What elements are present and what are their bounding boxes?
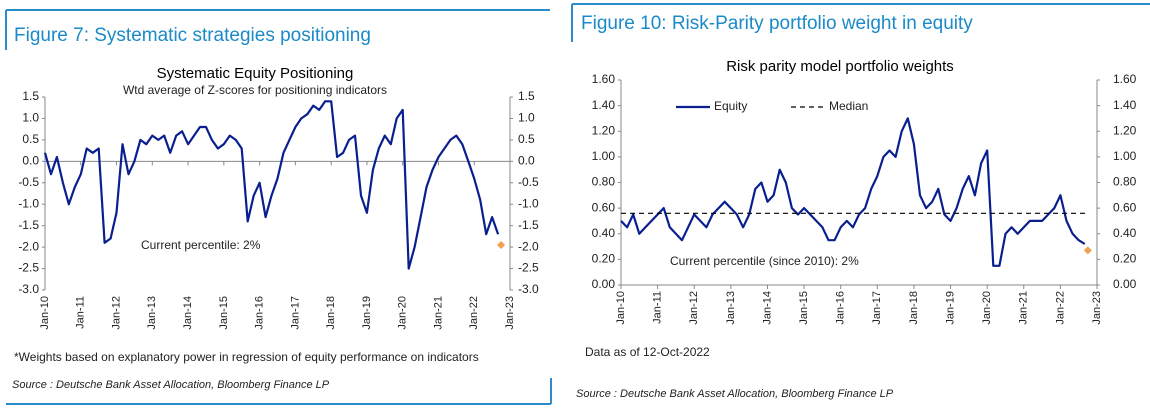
series-line bbox=[620, 117, 1086, 267]
x-tick-label: Jan-12 bbox=[110, 296, 122, 330]
y2-tick-label: -3.0 bbox=[518, 282, 539, 296]
x-tick-label: Jan-21 bbox=[1018, 291, 1030, 325]
y-tick-label: 0.20 bbox=[592, 252, 616, 266]
y2-tick-label: 0.80 bbox=[1113, 175, 1137, 189]
y2-tick-label: 0.60 bbox=[1113, 200, 1137, 214]
y-tick-label: 1.60 bbox=[592, 72, 616, 86]
x-tick-label: Jan-18 bbox=[325, 296, 337, 330]
x-tick-label: Jan-19 bbox=[944, 291, 956, 325]
x-tick-label: Jan-23 bbox=[504, 296, 516, 330]
x-tick-label: Jan-18 bbox=[908, 291, 920, 325]
series-line bbox=[43, 100, 500, 270]
x-tick-label: Jan-21 bbox=[432, 296, 444, 330]
y-tick-label: -3.0 bbox=[18, 282, 39, 296]
legend-label: Equity bbox=[714, 99, 747, 113]
x-tick-label: Jan-14 bbox=[761, 291, 773, 325]
x-tick-label: Jan-12 bbox=[688, 291, 700, 325]
annotation: Current percentile: 2% bbox=[141, 238, 261, 252]
x-tick-label: Jan-15 bbox=[218, 296, 230, 330]
current-marker bbox=[1083, 246, 1092, 255]
y-tick-label: -0.5 bbox=[18, 175, 39, 189]
x-tick-label: Jan-16 bbox=[835, 291, 847, 325]
x-tick-label: Jan-17 bbox=[289, 296, 301, 330]
y2-tick-label: -0.5 bbox=[518, 175, 539, 189]
y2-tick-label: -1.5 bbox=[518, 218, 539, 232]
x-tick-label: Jan-22 bbox=[1054, 291, 1066, 325]
x-tick-label: Jan-17 bbox=[871, 291, 883, 325]
figure-header: Figure 10: Risk-Parity portfolio weight … bbox=[581, 13, 973, 34]
x-tick-label: Jan-20 bbox=[397, 296, 409, 330]
y2-tick-label: -2.0 bbox=[518, 239, 539, 253]
note: *Weights based on explanatory power in r… bbox=[14, 350, 479, 364]
y-tick-label: 0.60 bbox=[592, 200, 616, 214]
source: Source : Deutsche Bank Asset Allocation,… bbox=[12, 379, 330, 391]
y-tick-label: 1.5 bbox=[22, 89, 39, 103]
source: Source : Deutsche Bank Asset Allocation,… bbox=[576, 388, 894, 400]
chart-title: Systematic Equity Positioning bbox=[157, 65, 354, 82]
frame bbox=[5, 3, 1150, 405]
figure-header: Figure 7: Systematic strategies position… bbox=[14, 25, 371, 46]
y2-tick-label: -2.5 bbox=[518, 261, 539, 275]
y-tick-label: -1.0 bbox=[18, 196, 39, 210]
x-tick-label: Jan-11 bbox=[75, 296, 87, 329]
chart-title: Risk parity model portfolio weights bbox=[726, 58, 954, 75]
y2-tick-label: 0.0 bbox=[518, 154, 535, 168]
x-tick-label: Jan-13 bbox=[146, 296, 158, 330]
x-tick-label: Jan-11 bbox=[652, 291, 664, 324]
current-marker bbox=[497, 240, 506, 249]
y2-tick-label: 0.5 bbox=[518, 132, 535, 146]
y-tick-label: -1.5 bbox=[18, 218, 39, 232]
x-tick-label: Jan-23 bbox=[1091, 291, 1103, 325]
x-tick-label: Jan-19 bbox=[361, 296, 373, 330]
y-tick-label: 1.20 bbox=[592, 123, 616, 137]
y-tick-label: 0.80 bbox=[592, 175, 616, 189]
legend-label: Median bbox=[829, 99, 868, 113]
y-tick-label: 0.5 bbox=[22, 132, 39, 146]
y2-tick-label: 1.60 bbox=[1113, 72, 1137, 86]
annotation: Current percentile (since 2010): 2% bbox=[670, 254, 859, 268]
x-tick-label: Jan-13 bbox=[725, 291, 737, 325]
y-tick-label: 0.0 bbox=[22, 154, 39, 168]
x-tick-label: Jan-14 bbox=[182, 296, 194, 330]
y-tick-label: 0.00 bbox=[592, 277, 616, 291]
y2-tick-label: 1.40 bbox=[1113, 98, 1137, 112]
x-tick-label: Jan-10 bbox=[39, 296, 51, 330]
y-tick-label: 1.0 bbox=[22, 111, 39, 125]
x-tick-label: Jan-10 bbox=[615, 291, 627, 325]
y-tick-label: 0.40 bbox=[592, 226, 616, 240]
y2-tick-label: 1.20 bbox=[1113, 123, 1137, 137]
y2-tick-label: 1.5 bbox=[518, 89, 535, 103]
x-tick-label: Jan-15 bbox=[798, 291, 810, 325]
y-tick-label: 1.40 bbox=[592, 98, 616, 112]
y2-tick-label: 0.40 bbox=[1113, 226, 1137, 240]
x-tick-label: Jan-22 bbox=[468, 296, 480, 330]
y-tick-label: -2.0 bbox=[18, 239, 39, 253]
y2-tick-label: -1.0 bbox=[518, 196, 539, 210]
x-tick-label: Jan-16 bbox=[254, 296, 266, 330]
note: Data as of 12-Oct-2022 bbox=[585, 345, 710, 359]
x-tick-label: Jan-20 bbox=[981, 291, 993, 325]
y2-tick-label: 1.00 bbox=[1113, 149, 1137, 163]
chart-subtitle: Wtd average of Z-scores for positioning … bbox=[123, 83, 387, 97]
y2-tick-label: 0.20 bbox=[1113, 252, 1137, 266]
y2-tick-label: 0.00 bbox=[1113, 277, 1137, 291]
y-tick-label: 1.00 bbox=[592, 149, 616, 163]
y2-tick-label: 1.0 bbox=[518, 111, 535, 125]
y-tick-label: -2.5 bbox=[18, 261, 39, 275]
